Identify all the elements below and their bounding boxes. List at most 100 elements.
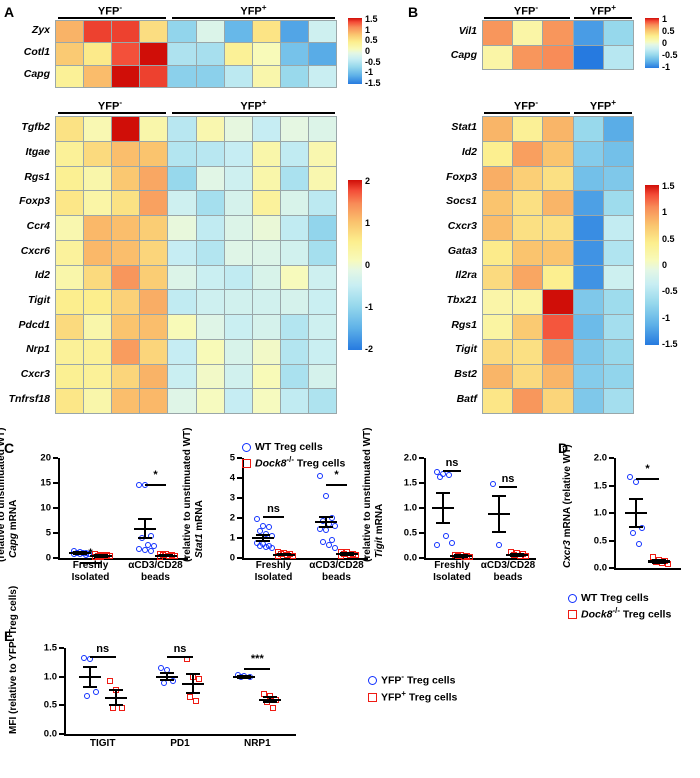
heatmap-cell (252, 216, 280, 240)
heatmap-cell (543, 315, 573, 339)
panel-letter-c: C (4, 440, 15, 456)
y-tick (609, 567, 614, 569)
error-bar-cap (94, 555, 109, 558)
heatmap-cell (513, 191, 543, 215)
x-tick-label: Isolated (254, 572, 293, 583)
y-axis-label: Capg mRNA (8, 500, 19, 558)
x-tick-label: TIGIT (89, 738, 116, 749)
heatmap-b1 (482, 20, 634, 70)
y-axis (614, 458, 616, 569)
significance-label: * (645, 463, 650, 475)
heatmap-cell (140, 166, 168, 191)
group-label-yfp-neg-b2: YFP- (513, 98, 539, 113)
heatmap-cell (196, 315, 224, 339)
heatmap-cell (56, 364, 84, 389)
legend-wt-dock8-d: WT Treg cells Dock8-/- Treg cells (568, 592, 671, 621)
group-label-yfp-pos-a2: YFP+ (240, 98, 267, 113)
heatmap-cell (224, 265, 252, 290)
x-tick-label: Freshly (434, 560, 470, 571)
error-bar (657, 559, 660, 564)
significance-bar (326, 484, 347, 486)
error-bar-cap (72, 553, 87, 556)
data-point-circle (489, 480, 496, 487)
data-point-square (270, 705, 277, 712)
heatmap-cell (308, 191, 336, 215)
square-open-red-icon (368, 692, 377, 702)
heatmap-cell (168, 21, 196, 43)
heatmap-cell (84, 43, 112, 65)
error-bar-cap (256, 533, 270, 536)
y-axis-label-line2: (relative to unstimuated WT) (182, 427, 193, 562)
error-bar-cap (435, 522, 450, 524)
data-point-circle (260, 523, 266, 529)
heatmap-cell (543, 389, 573, 413)
heatmap-cell (280, 166, 308, 191)
error-bar-cap (185, 673, 200, 676)
y-tick (237, 457, 242, 459)
heatmap-cell (573, 240, 603, 265)
legend-yfp: YFP- Treg cells YFP+ Treg cells (368, 672, 457, 703)
heatmap-cell (280, 191, 308, 215)
heatmap-cell (513, 45, 543, 69)
group-label-yfp-neg-a1: YFP- (97, 3, 123, 18)
y-tick-label: 20 (40, 452, 51, 464)
y-axis (424, 458, 426, 559)
colorbar-tick-label: 0.5 (365, 35, 378, 46)
significance-label: *** (250, 653, 264, 665)
significance-bar (144, 484, 167, 486)
gene-label-capg: Capg (23, 68, 50, 80)
significance-bar (498, 486, 518, 488)
heatmap-cell (513, 315, 543, 339)
error-bar (78, 551, 81, 555)
x-tick-label: αCD3/CD28 (128, 560, 183, 571)
error-bar (441, 493, 444, 523)
heatmap-cell (573, 191, 603, 215)
x-tick-label: Freshly (72, 560, 109, 571)
y-tick-label: 0.0 (403, 552, 417, 564)
data-point-circle (445, 472, 452, 478)
heatmap-cell (483, 265, 513, 290)
heatmap-cell (224, 389, 252, 413)
data-point-circle (442, 532, 449, 539)
gene-label-stat1: Stat1 (451, 121, 477, 134)
data-point-circle (448, 540, 455, 546)
heatmap-cell (224, 364, 252, 389)
data-point-circle (436, 474, 443, 480)
heatmap-cell (513, 216, 543, 240)
data-point-circle (254, 516, 260, 522)
gene-label-tbx21: Tbx21 (446, 294, 477, 306)
heatmap-cell (280, 389, 308, 413)
error-bar (166, 673, 169, 681)
heatmap-cell (573, 339, 603, 364)
colorbar-tick-label: 1.5 (662, 181, 675, 191)
data-point-circle (158, 665, 165, 672)
heatmap-cell (308, 364, 336, 389)
colorbar-tick-label: 0.5 (662, 26, 675, 36)
data-point-circle (329, 515, 335, 521)
colorbar-tick-label: -0.5 (365, 56, 381, 67)
heatmap-cell (543, 117, 573, 141)
heatmap-cell (224, 166, 252, 191)
heatmap-cell (573, 141, 603, 166)
heatmap-cell (168, 290, 196, 314)
y-axis-label: Cxcr3 mRNA (relative WT) (562, 444, 573, 568)
y-tick-label: 5 (229, 452, 235, 464)
heatmap-cell (573, 117, 603, 141)
heatmap-cell (56, 339, 84, 364)
heatmap-cell (308, 389, 336, 413)
heatmap-cell (513, 364, 543, 389)
y-axis-label-rest: mRNA (374, 503, 385, 538)
heatmap-cell (112, 141, 140, 166)
group-label-yfp-pos-b2: YFP+ (589, 98, 617, 113)
group-bar-yfp-pos-a1 (172, 17, 335, 19)
heatmap-cell (84, 265, 112, 290)
heatmap-cell (308, 339, 336, 364)
y-axis-label: MFI (relative to YFP- Treg cells) (8, 585, 19, 734)
legend-wt-dock8: WT Treg cells Dock8-/- Treg cells (242, 441, 345, 470)
y-tick (59, 675, 64, 678)
group-label-yfp-pos-a1: YFP+ (240, 3, 267, 18)
y-axis-label-gene: Stat1 (194, 533, 205, 558)
heatmap-cell (543, 364, 573, 389)
colorbar-tick-label: -0.5 (662, 50, 678, 60)
gene-label-batf: Batf (456, 392, 477, 405)
